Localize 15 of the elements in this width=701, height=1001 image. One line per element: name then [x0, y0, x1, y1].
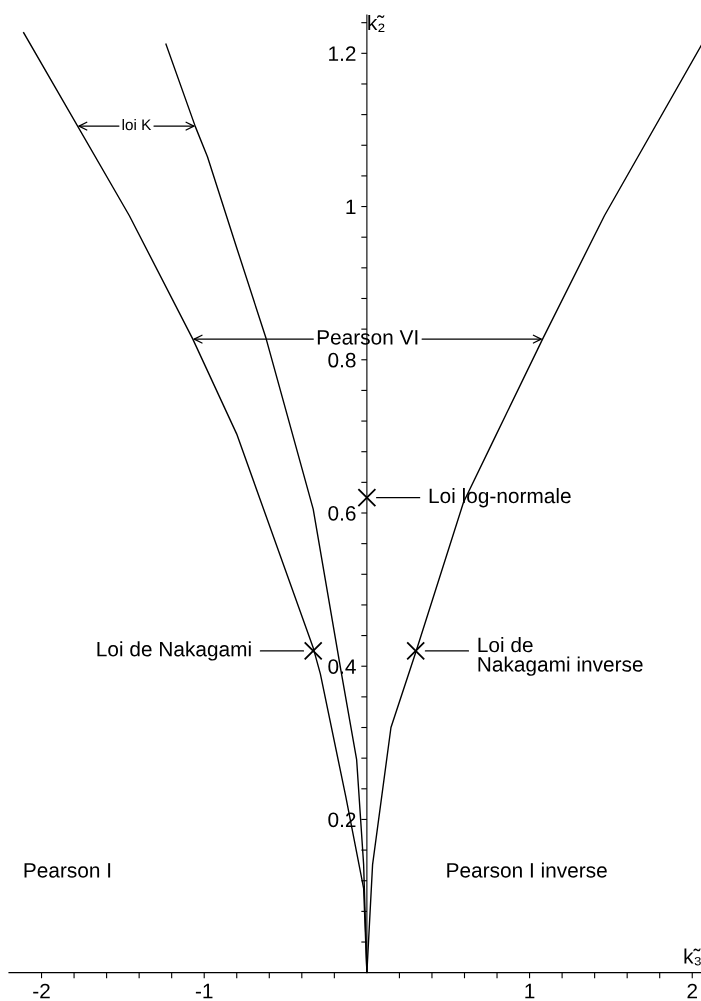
annotation: Loi de Nakagami	[97, 641, 251, 661]
annotation: Loi de Nakagami inverse	[478, 637, 643, 676]
y-tick-label: 1	[346, 199, 356, 215]
annotation: Pearson I inverse	[447, 862, 607, 878]
y-tick-label: 1.2	[329, 46, 356, 61]
x-axis-title: k̃₃	[684, 948, 701, 966]
y-axis-title: k̃₂	[368, 15, 385, 32]
annotation: loi K	[122, 118, 152, 131]
x-tick-label: 1	[525, 983, 535, 999]
x-tick-label: -1	[195, 983, 213, 999]
x-tick-label: -2	[33, 983, 50, 999]
annotation: Pearson I	[24, 863, 111, 878]
x-tick-label: 2	[687, 983, 697, 999]
y-tick-label: 0.6	[328, 506, 356, 521]
y-tick-label: 0.8	[328, 352, 356, 368]
